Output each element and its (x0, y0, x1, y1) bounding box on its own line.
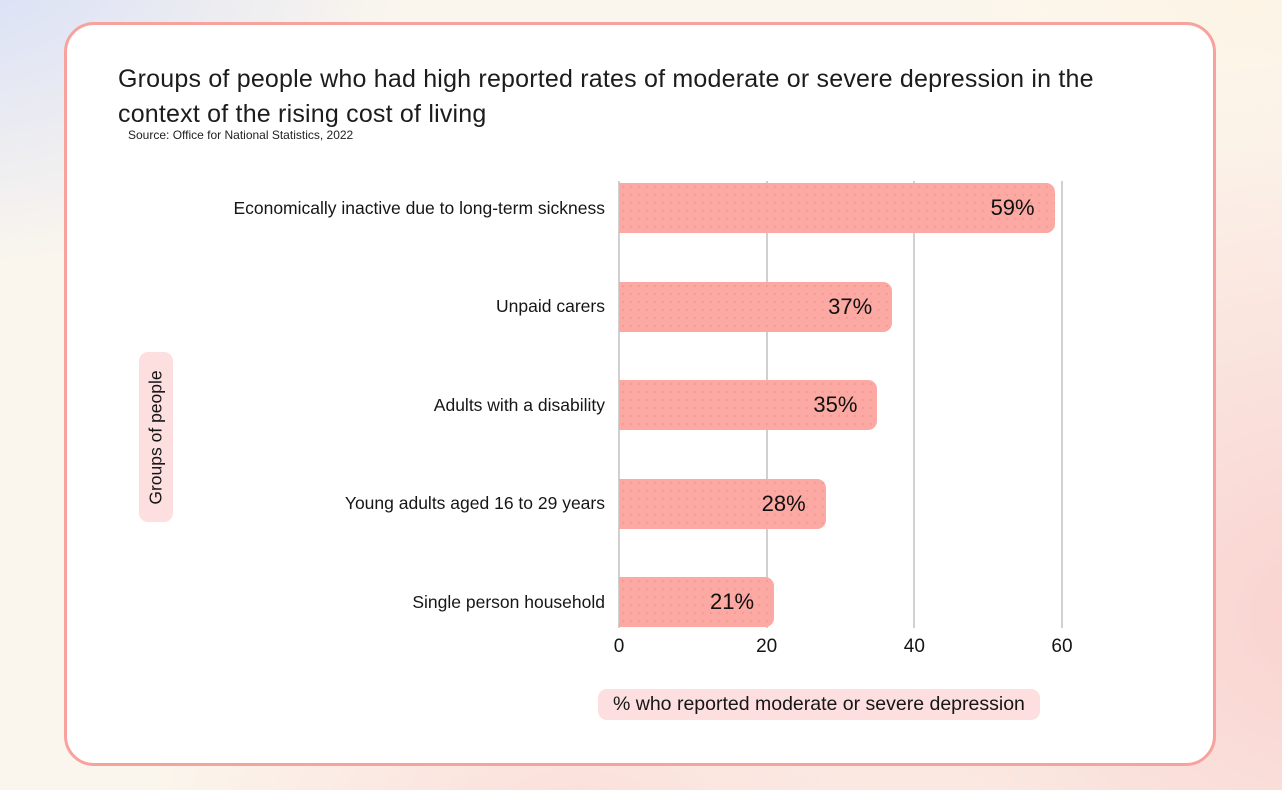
chart-source: Source: Office for National Statistics, … (128, 128, 354, 142)
bar-row: Economically inactive due to long-term s… (67, 183, 1213, 233)
bar-chart-plot-area: 0 20 40 60 Economically inactive due to long… (67, 25, 1213, 763)
bar-row: Single person household 21% (67, 577, 1213, 627)
bar-row: Young adults aged 16 to 29 years 28% (67, 478, 1213, 529)
bar-value-label: 37% (828, 293, 873, 319)
gridline (913, 181, 916, 628)
bar-row: Unpaid carers 37% (67, 281, 1213, 332)
bar: 59% (619, 183, 1055, 233)
x-axis-tick-label: 60 (1051, 636, 1073, 657)
bar-value-label: 21% (710, 589, 755, 614)
category-label: Adults with a disability (433, 394, 605, 415)
category-label: Economically inactive due to long-term s… (233, 197, 605, 218)
y-axis-label: Groups of people (145, 369, 166, 505)
gridline (1061, 181, 1063, 628)
chart-title: Groups of people who had high reported r… (118, 65, 1094, 128)
bar-value-label: 28% (761, 490, 806, 516)
bar-value-label: 35% (813, 392, 858, 417)
x-axis-tick-label: 0 (613, 636, 625, 657)
bar: 35% (619, 380, 878, 430)
x-axis-label-chip: % who reported moderate or severe depres… (598, 689, 1040, 720)
bar: 21% (619, 577, 775, 627)
chart-card: Groups of people who had high reported r… (64, 22, 1216, 766)
x-axis-tick-label: 40 (903, 636, 925, 657)
bar-value-label: 59% (990, 195, 1035, 220)
bar: 28% (619, 478, 826, 529)
category-label: Single person household (412, 591, 605, 612)
bar: 37% (619, 281, 893, 332)
x-axis-tick-label: 20 (756, 636, 778, 657)
y-axis-label-chip: Groups of people (139, 352, 173, 522)
category-label: Young adults aged 16 to 29 years (344, 493, 605, 513)
category-label: Unpaid carers (496, 296, 605, 316)
bar-row: Adults with a disability 35% (67, 380, 1213, 430)
